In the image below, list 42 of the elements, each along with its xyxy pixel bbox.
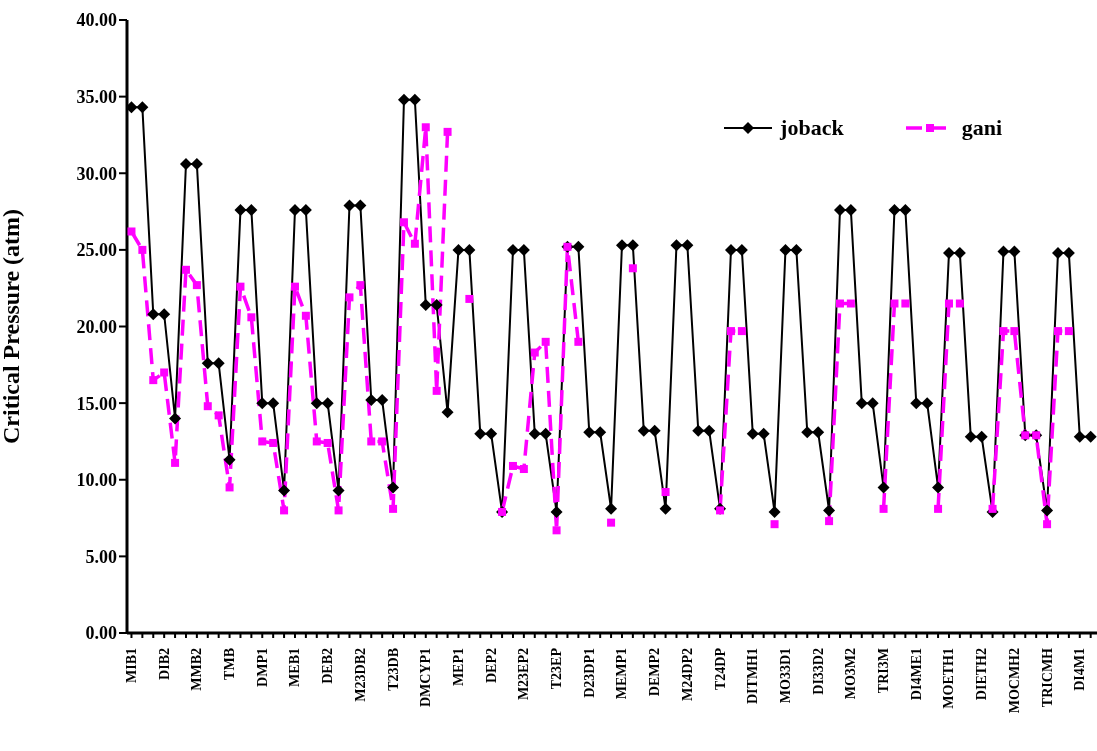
x-tick-label: DI4M1 [1072, 648, 1088, 691]
x-tick-label: D23DP1 [581, 648, 597, 698]
x-tick-label: DEP2 [483, 648, 499, 683]
x-tick-label: DITMH1 [745, 648, 761, 704]
x-tick-label: M23EP2 [516, 648, 532, 701]
y-tick-label: 0.00 [85, 623, 117, 644]
x-tick-label: MOETH1 [941, 648, 957, 709]
x-tick-label: T24DP [712, 647, 728, 690]
x-tick-label: MOCMH2 [1006, 648, 1022, 714]
x-tick-label: DI4ME1 [908, 648, 924, 701]
x-tick-label: MEP1 [450, 648, 466, 687]
x-tick-label: DEMP2 [647, 648, 663, 697]
x-tick-label: DEB2 [320, 648, 336, 684]
x-tick-label: DMP1 [254, 648, 270, 687]
x-tick-label: MO3M2 [843, 648, 859, 700]
x-tick-label: M23DB2 [352, 648, 368, 702]
x-tick-label: DIETH2 [974, 648, 990, 701]
legend-label: joback [780, 115, 844, 141]
x-tick-label: M24DP2 [679, 648, 695, 701]
x-tick-label: T23DB [385, 648, 401, 691]
y-tick-label: 10.00 [76, 470, 117, 491]
y-tick-label: 5.00 [85, 546, 117, 567]
x-tick-label: MMB2 [189, 648, 205, 691]
x-tick-label: T23EP [549, 647, 565, 690]
y-axis-title: Critical Pressure (atm) [0, 208, 24, 445]
y-tick-label: 25.00 [76, 240, 117, 261]
x-tick-label: MIB1 [123, 648, 139, 683]
x-tick-label: MO33D1 [777, 648, 793, 704]
x-tick-label: DIB2 [156, 648, 172, 680]
x-tick-label: MEB1 [287, 648, 303, 687]
y-tick-label: 40.00 [76, 10, 117, 31]
x-tick-label: TRI3M [876, 648, 892, 694]
y-tick-label: 20.00 [76, 316, 117, 337]
y-tick-label: 35.00 [76, 87, 117, 108]
x-tick-label: DI33D2 [810, 648, 826, 695]
y-tick-label: 30.00 [76, 163, 117, 184]
legend-label: gani [961, 115, 1002, 141]
x-tick-label: DMCYP1 [418, 648, 434, 708]
x-tick-label: MEMP1 [614, 648, 630, 700]
y-tick-label: 15.00 [76, 393, 117, 414]
x-tick-label: TRICMH [1039, 647, 1055, 708]
x-tick-label: TMB [222, 648, 238, 680]
